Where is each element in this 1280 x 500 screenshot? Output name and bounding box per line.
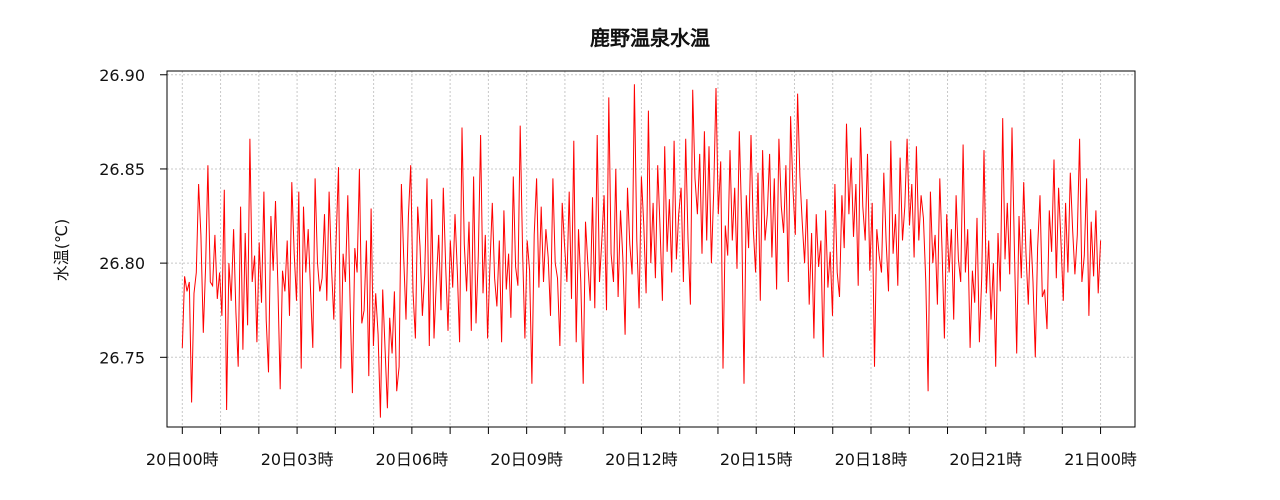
y-axis: 26.75 26.80 26.85 26.90: [99, 66, 167, 367]
y-axis-label: 水温(℃): [52, 219, 71, 281]
chart-title: 鹿野温泉水温: [590, 26, 710, 50]
x-tick-label: 20日09時: [490, 450, 563, 469]
x-axis: 20日00時 20日03時 20日06時 20日09時 20日12時 20日15時 20日1…: [146, 427, 1137, 469]
x-tick-label: 20日21時: [949, 450, 1022, 469]
y-tick-label: 26.80: [99, 254, 145, 273]
x-tick-label: 20日06時: [376, 450, 449, 469]
plot-area-frame: [166, 70, 1136, 428]
x-tick-label: 20日15時: [720, 450, 793, 469]
y-tick-label: 26.85: [99, 160, 145, 179]
data-series: [181, 84, 1102, 418]
x-tick-label: 20日12時: [605, 450, 678, 469]
series-line: [181, 84, 1102, 418]
x-tick-label: 21日00時: [1064, 450, 1137, 469]
x-tick-label: 20日03時: [261, 450, 334, 469]
x-tick-label: 20日18時: [835, 450, 908, 469]
y-tick-label: 26.90: [99, 66, 145, 85]
x-tick-label: 20日00時: [146, 450, 219, 469]
y-tick-label: 26.75: [99, 348, 145, 367]
